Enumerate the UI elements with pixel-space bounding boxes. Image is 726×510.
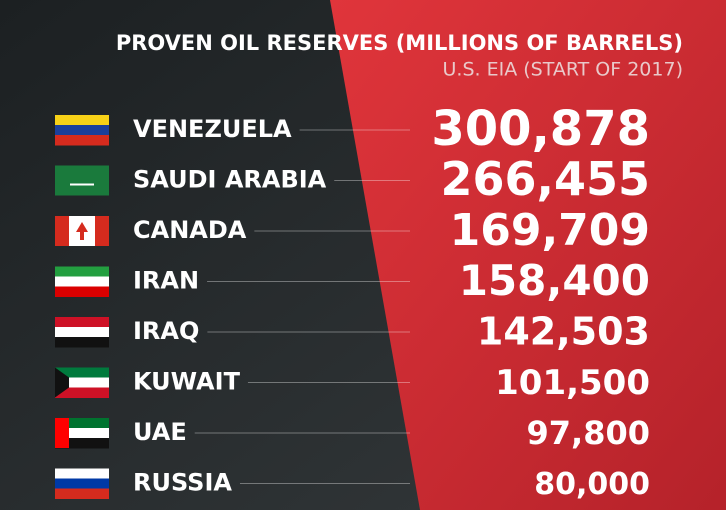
reserve-value: 80,000 <box>534 467 650 502</box>
flag-stripe <box>55 327 109 338</box>
flag-stripe <box>55 317 109 328</box>
flag <box>55 115 109 146</box>
title: PROVEN OIL RESERVES (MILLIONS OF BARRELS… <box>116 31 683 55</box>
flag-stripe <box>55 266 109 277</box>
flag <box>55 165 109 196</box>
flag-bar <box>55 418 69 448</box>
rows: VENEZUELA 300,878 SAUDI ARABIA 266,455 CANAD… <box>55 101 650 502</box>
flag-field <box>55 165 109 196</box>
flag-stripe <box>55 488 109 499</box>
flag-leaf <box>76 222 88 240</box>
reserve-value: 169,709 <box>450 205 650 256</box>
country-name: CANADA <box>133 216 247 244</box>
country-name: IRAQ <box>133 317 199 345</box>
flag-stripe <box>55 276 109 287</box>
red-panel <box>330 0 726 510</box>
country-name: UAE <box>133 418 187 446</box>
flag-stripe <box>55 438 109 449</box>
flag-trapezoid <box>55 367 69 398</box>
country-name: SAUDI ARABIA <box>133 166 327 194</box>
flag <box>55 418 109 449</box>
country-name: RUSSIA <box>133 469 232 497</box>
reserve-value: 300,878 <box>431 101 650 157</box>
flag-stripe <box>55 387 109 398</box>
flag-stripe <box>55 135 109 146</box>
reserve-value: 142,503 <box>477 310 650 354</box>
flag-stripe <box>55 468 109 479</box>
country-name: KUWAIT <box>133 368 241 396</box>
flag-emblem <box>70 183 94 186</box>
flag-stripe <box>55 478 109 489</box>
flag-stripe <box>55 286 109 297</box>
reserve-value: 97,800 <box>527 414 650 452</box>
flag-stripe <box>55 125 109 136</box>
flag <box>55 266 109 297</box>
reserve-value: 158,400 <box>459 256 650 305</box>
flag-stripe <box>55 428 109 439</box>
flag-stripe <box>55 367 109 378</box>
flag-bar <box>55 216 69 246</box>
flag-stripe <box>55 337 109 348</box>
reserve-value: 101,500 <box>495 363 650 403</box>
subtitle: U.S. EIA (START OF 2017) <box>443 59 684 81</box>
flag-bar <box>95 216 109 246</box>
flag <box>55 317 109 348</box>
flag <box>55 367 109 398</box>
flag <box>55 468 109 499</box>
flag-stripe <box>55 418 109 429</box>
flag <box>55 216 109 246</box>
flag-stripe <box>55 115 109 126</box>
country-name: VENEZUELA <box>133 115 292 143</box>
flag-stripe <box>55 377 109 388</box>
reserve-value: 266,455 <box>440 152 650 206</box>
country-name: IRAN <box>133 267 199 295</box>
